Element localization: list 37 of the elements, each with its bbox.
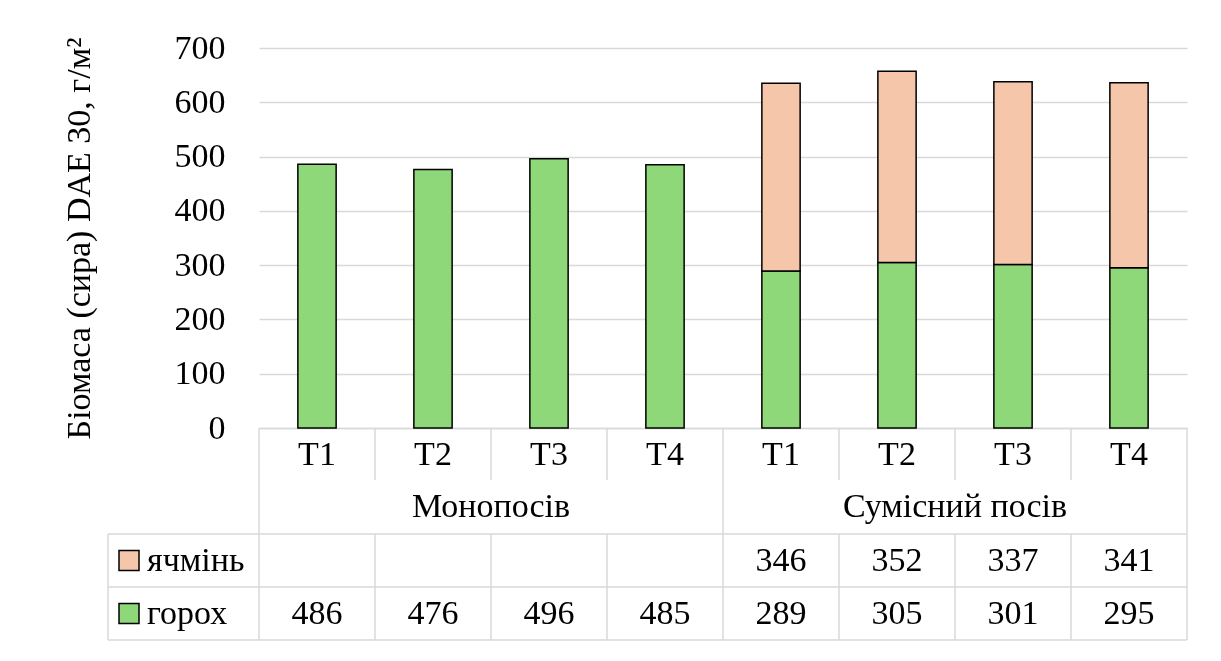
text: Сумісний посів [842, 487, 1068, 524]
data-label: 301 [987, 593, 1039, 631]
x-tick-label: T4 [646, 434, 684, 472]
x-tick-label: T3 [530, 434, 568, 472]
data-label: 346 [755, 540, 807, 578]
y-tick-label: 100 [174, 354, 226, 392]
legend-label: ячмінь [147, 540, 245, 578]
data-label: 295 [1103, 593, 1155, 631]
data-label: 305 [871, 593, 923, 631]
y-tick-label: 300 [174, 245, 226, 283]
x-tick-label: T4 [1110, 434, 1148, 472]
bar [297, 163, 337, 429]
data-label: 352 [871, 540, 923, 578]
x-tick-label: T1 [298, 434, 336, 472]
bar [529, 157, 569, 429]
data-label: 476 [407, 593, 459, 631]
x-tick-label: T2 [414, 434, 452, 472]
y-tick-label: 700 [174, 28, 226, 66]
x-tick-label: T1 [762, 434, 800, 472]
data-label: 496 [523, 593, 575, 631]
data-label: 289 [755, 593, 807, 631]
y-tick-label: 400 [174, 191, 226, 229]
legend-label: горох [147, 593, 228, 631]
bar [413, 168, 453, 429]
y-tick-label: 500 [174, 137, 226, 175]
data-label: 337 [987, 540, 1039, 578]
data-label: 486 [291, 593, 343, 631]
x-tick-label: T3 [994, 434, 1032, 472]
y-tick-label: 200 [174, 299, 226, 337]
y-axis-title: Біомаса (сира) DAE 30, г/м² [59, 37, 98, 440]
bar [645, 163, 685, 429]
x-tick-label: T2 [878, 434, 916, 472]
text: Монопосів [411, 487, 571, 524]
y-tick-label: 600 [174, 82, 226, 120]
data-label: 485 [639, 593, 691, 631]
data-label: 341 [1103, 540, 1155, 578]
y-tick-label: 0 [208, 408, 226, 446]
